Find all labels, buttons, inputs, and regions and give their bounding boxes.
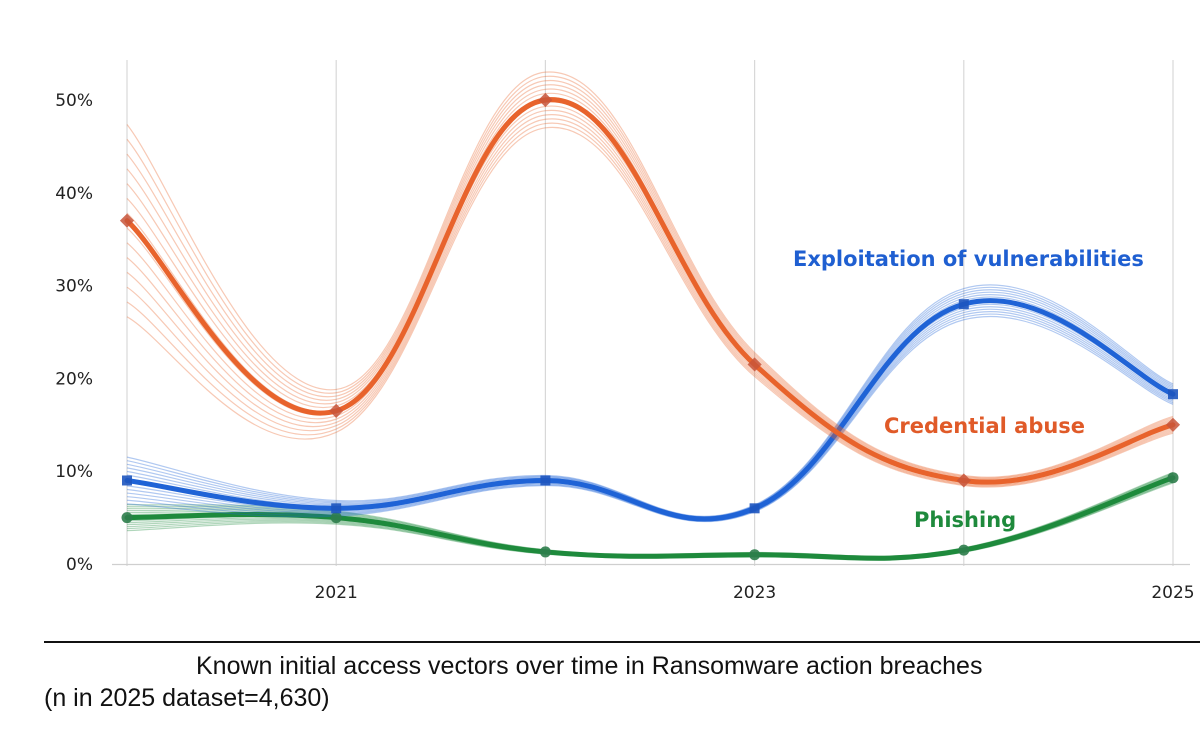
series-label-phishing: Phishing (914, 508, 1016, 532)
series-line-phishing (124, 475, 1176, 561)
point-phishing-2020 (121, 512, 133, 524)
caption-line-1: Known initial access vectors over time i… (196, 652, 983, 680)
point-exploitation-of-vulnerabilities-2025 (1168, 389, 1178, 400)
point-phishing-2024 (958, 544, 970, 556)
point-phishing-2022 (539, 546, 551, 558)
series-strand (126, 298, 1174, 520)
point-credential-abuse-2022 (538, 92, 553, 108)
point-credential-abuse-2023 (747, 357, 762, 372)
series-strand (126, 127, 1174, 488)
line-chart: 0% 10% 20% 30% 40% 50% 2021 2023 2025 Exploitat… (55, 60, 1195, 603)
x-tick-label: 2023 (733, 583, 776, 603)
y-tick-label: 40% (55, 184, 93, 204)
y-tick-label: 20% (55, 369, 93, 389)
x-axis-ticks: 2021 2023 2025 (315, 583, 1195, 603)
chart-caption: Known initial access vectors over time i… (44, 650, 1194, 714)
point-credential-abuse-2024 (956, 473, 971, 488)
series-label-exploitation: Exploitation of vulnerabilities (793, 247, 1144, 271)
point-credential-abuse-2025 (1165, 417, 1181, 432)
point-exploitation-of-vulnerabilities-2022 (540, 475, 551, 486)
series-label-credential-abuse: Credential abuse (884, 414, 1085, 438)
series-line-exploitation-of-vulnerabilities (124, 298, 1176, 522)
point-exploitation-of-vulnerabilities-2024 (958, 299, 969, 310)
point-phishing-2023 (749, 549, 761, 561)
y-tick-label: 50% (55, 91, 93, 111)
series-strand (126, 284, 1174, 517)
point-exploitation-of-vulnerabilities-2021 (331, 503, 342, 514)
caption-divider (44, 641, 1200, 643)
x-tick-label: 2021 (315, 583, 358, 603)
y-tick-label: 0% (66, 555, 93, 575)
series-phishing (124, 471, 1176, 561)
series-strand (126, 122, 1174, 487)
x-tick-label: 2025 (1151, 583, 1194, 603)
series-exploitation-of-vulnerabilities (124, 284, 1176, 523)
y-axis-ticks: 0% 10% 20% 30% 40% 50% (55, 91, 93, 575)
caption-line-2: (n in 2025 dataset=4,630) (44, 684, 330, 712)
series-strand (126, 303, 1174, 521)
point-phishing-2025 (1167, 472, 1179, 484)
point-exploitation-of-vulnerabilities-2020 (122, 475, 132, 486)
point-phishing-2021 (330, 512, 342, 524)
series-markers (119, 92, 1181, 561)
y-tick-label: 30% (55, 277, 93, 297)
grid-lines (112, 60, 1190, 566)
series-strand (126, 315, 1174, 523)
series-labels: Exploitation of vulnerabilities Credenti… (793, 247, 1144, 532)
point-credential-abuse-2021 (329, 403, 344, 418)
series-lines (124, 71, 1176, 561)
y-tick-label: 10% (55, 462, 93, 482)
point-exploitation-of-vulnerabilities-2023 (749, 503, 760, 514)
